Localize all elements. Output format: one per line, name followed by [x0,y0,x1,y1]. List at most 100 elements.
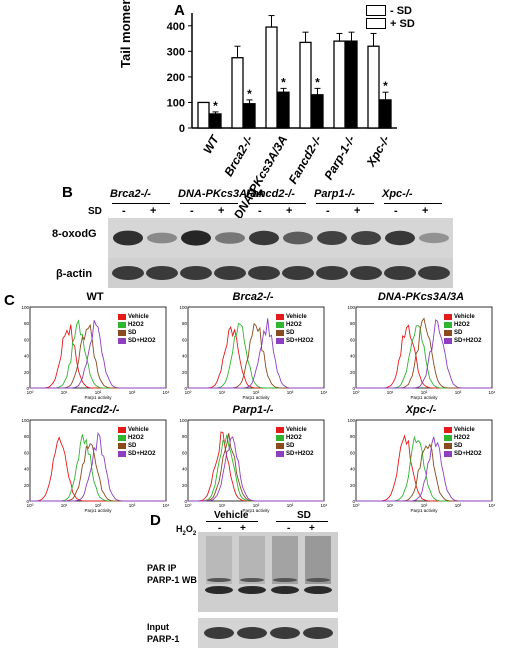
blot-sign: + [150,205,157,217]
band-beta-actin [214,266,246,280]
histogram-legend-item: H2O2 [118,321,156,329]
histogram-ytick: 60 [350,450,356,455]
histogram-legend-item: SD+H2O2 [444,337,482,345]
histogram-xtick: 10² [421,390,428,395]
panel-d-label: D [150,512,161,529]
bar [197,101,210,129]
histogram-xtick: 10¹ [219,390,226,395]
par-smear [272,536,298,584]
legend-color-swatch [276,330,284,336]
histogram-legend: Vehicle H2O2 SD SD+H2O2 [444,426,482,458]
legend-color-swatch [118,314,126,320]
histogram-svg: 0 20 40 60 80 100 10⁰ 10¹ 10² 10³ 10⁴ Parp1 activit… [21,305,169,400]
significance-star: * [247,87,252,101]
histogram-ytick: 0 [26,386,29,391]
input-band [303,627,333,639]
panel-c-label: C [4,292,15,309]
panel-d-row2-label: Input PARP-1 [147,621,179,645]
blot-sign: + [286,205,293,217]
d-sign-4: + [309,523,315,534]
band-8-oxodg [215,232,245,244]
histogram-xtick: 10³ [129,503,136,508]
legend-color-swatch [276,435,284,441]
histogram-legend-item: SD+H2O2 [444,450,482,458]
d-sign-2: + [240,523,246,534]
bar [311,94,324,129]
histogram-ytick: 40 [182,467,188,472]
histogram-curve [188,436,324,502]
histogram-xtick: 10⁰ [185,503,192,508]
histogram-legend-item: SD+H2O2 [276,450,314,458]
panel-a-label: A [174,2,185,19]
histogram-xtick: 10¹ [387,503,394,508]
legend-text: SD+H2O2 [128,338,156,344]
histogram-xtick: 10⁴ [321,390,328,395]
legend-text: SD+H2O2 [286,338,314,344]
histogram-plot: Parp1-/- 0 20 40 60 80 100 10⁰ 10¹ 10² 10³ 10⁴ Parp1… [178,404,328,525]
y-tick-label: 100 [167,97,185,109]
blot-group-line [316,203,374,204]
panel-d-sd-label: SD [297,510,311,521]
y-tick-label: 400 [167,21,185,33]
histogram-legend-item: Vehicle [444,426,482,434]
histogram-xtick: 10² [95,390,102,395]
legend-text: Vehicle [286,427,307,433]
histogram-xtick: 10⁴ [163,503,170,508]
histogram-legend: Vehicle H2O2 SD SD+H2O2 [276,426,314,458]
histogram-xtick: 10⁰ [27,503,34,508]
histogram-xlabel: Parp1 activity [84,395,112,400]
histogram-ytick: 40 [182,354,188,359]
blot-sign: + [422,205,429,217]
legend-color-swatch [118,330,126,336]
histogram-ytick: 20 [24,370,30,375]
histogram-ytick: 20 [350,370,356,375]
legend-text: SD [128,443,137,449]
band-beta-actin [112,266,144,280]
legend-text: Vehicle [454,427,475,433]
legend-text: Vehicle [128,427,149,433]
blot-group-label: DNA-PKcs3A/3A [178,188,265,200]
histogram-xtick: 10² [253,503,260,508]
bar [209,113,222,129]
histogram-title: Fancd2-/- [70,404,120,416]
par-smear [206,536,232,584]
legend-label-plus-sd: + SD [390,17,415,30]
legend-text: H2O2 [286,322,302,328]
panel-b-row1-label: 8-oxodG [52,228,97,240]
histogram-xtick: 10³ [287,390,294,395]
histogram-svg: 0 20 40 60 80 100 10⁰ 10¹ 10² 10³ 10⁴ Parp1 activit… [179,305,328,400]
legend-color-swatch [118,435,126,441]
blot-group-line [248,203,306,204]
parp1-wb-label: PARP-1 WB [147,575,197,585]
histogram-legend-item: SD [444,442,482,450]
histogram-xtick: 10¹ [387,390,394,395]
par-ip-label: PAR IP [147,563,177,573]
histogram-ytick: 80 [350,321,356,326]
band-8-oxodg [181,230,211,246]
histogram-title: DNA-PKcs3A/3A [377,291,465,303]
band-8-oxodg [317,231,347,245]
blot-group-label: Xpc-/- [382,188,413,200]
panel-b-sd-label: SD [88,206,102,217]
histogram-xlabel: Parp1 activity [242,395,270,400]
legend-text: SD+H2O2 [128,451,156,457]
legend-text: H2O2 [128,435,144,441]
legend-text: Vehicle [128,314,149,320]
par-band [205,586,233,594]
legend-text: H2O2 [128,322,144,328]
panel-d-vehicle-label: Vehicle [214,510,249,521]
histogram-legend-item: Vehicle [118,313,156,321]
legend-text: SD+H2O2 [286,451,314,457]
histogram-frame [187,306,325,389]
blot-beta-actin [108,258,453,288]
band-beta-actin [316,266,348,280]
band-beta-actin [282,266,314,280]
blot-8-oxodg [108,218,453,258]
input-band [270,627,300,639]
histogram-plot: WT 0 20 40 60 80 100 10⁰ 10¹ 10² 10³ 10⁴ Parp1 activ… [20,291,170,412]
histogram-xtick: 10¹ [61,390,68,395]
histogram-legend-item: SD+H2O2 [276,337,314,345]
band-8-oxodg [385,230,415,246]
histogram-ytick: 100 [21,418,29,423]
histogram-ytick: 80 [350,434,356,439]
